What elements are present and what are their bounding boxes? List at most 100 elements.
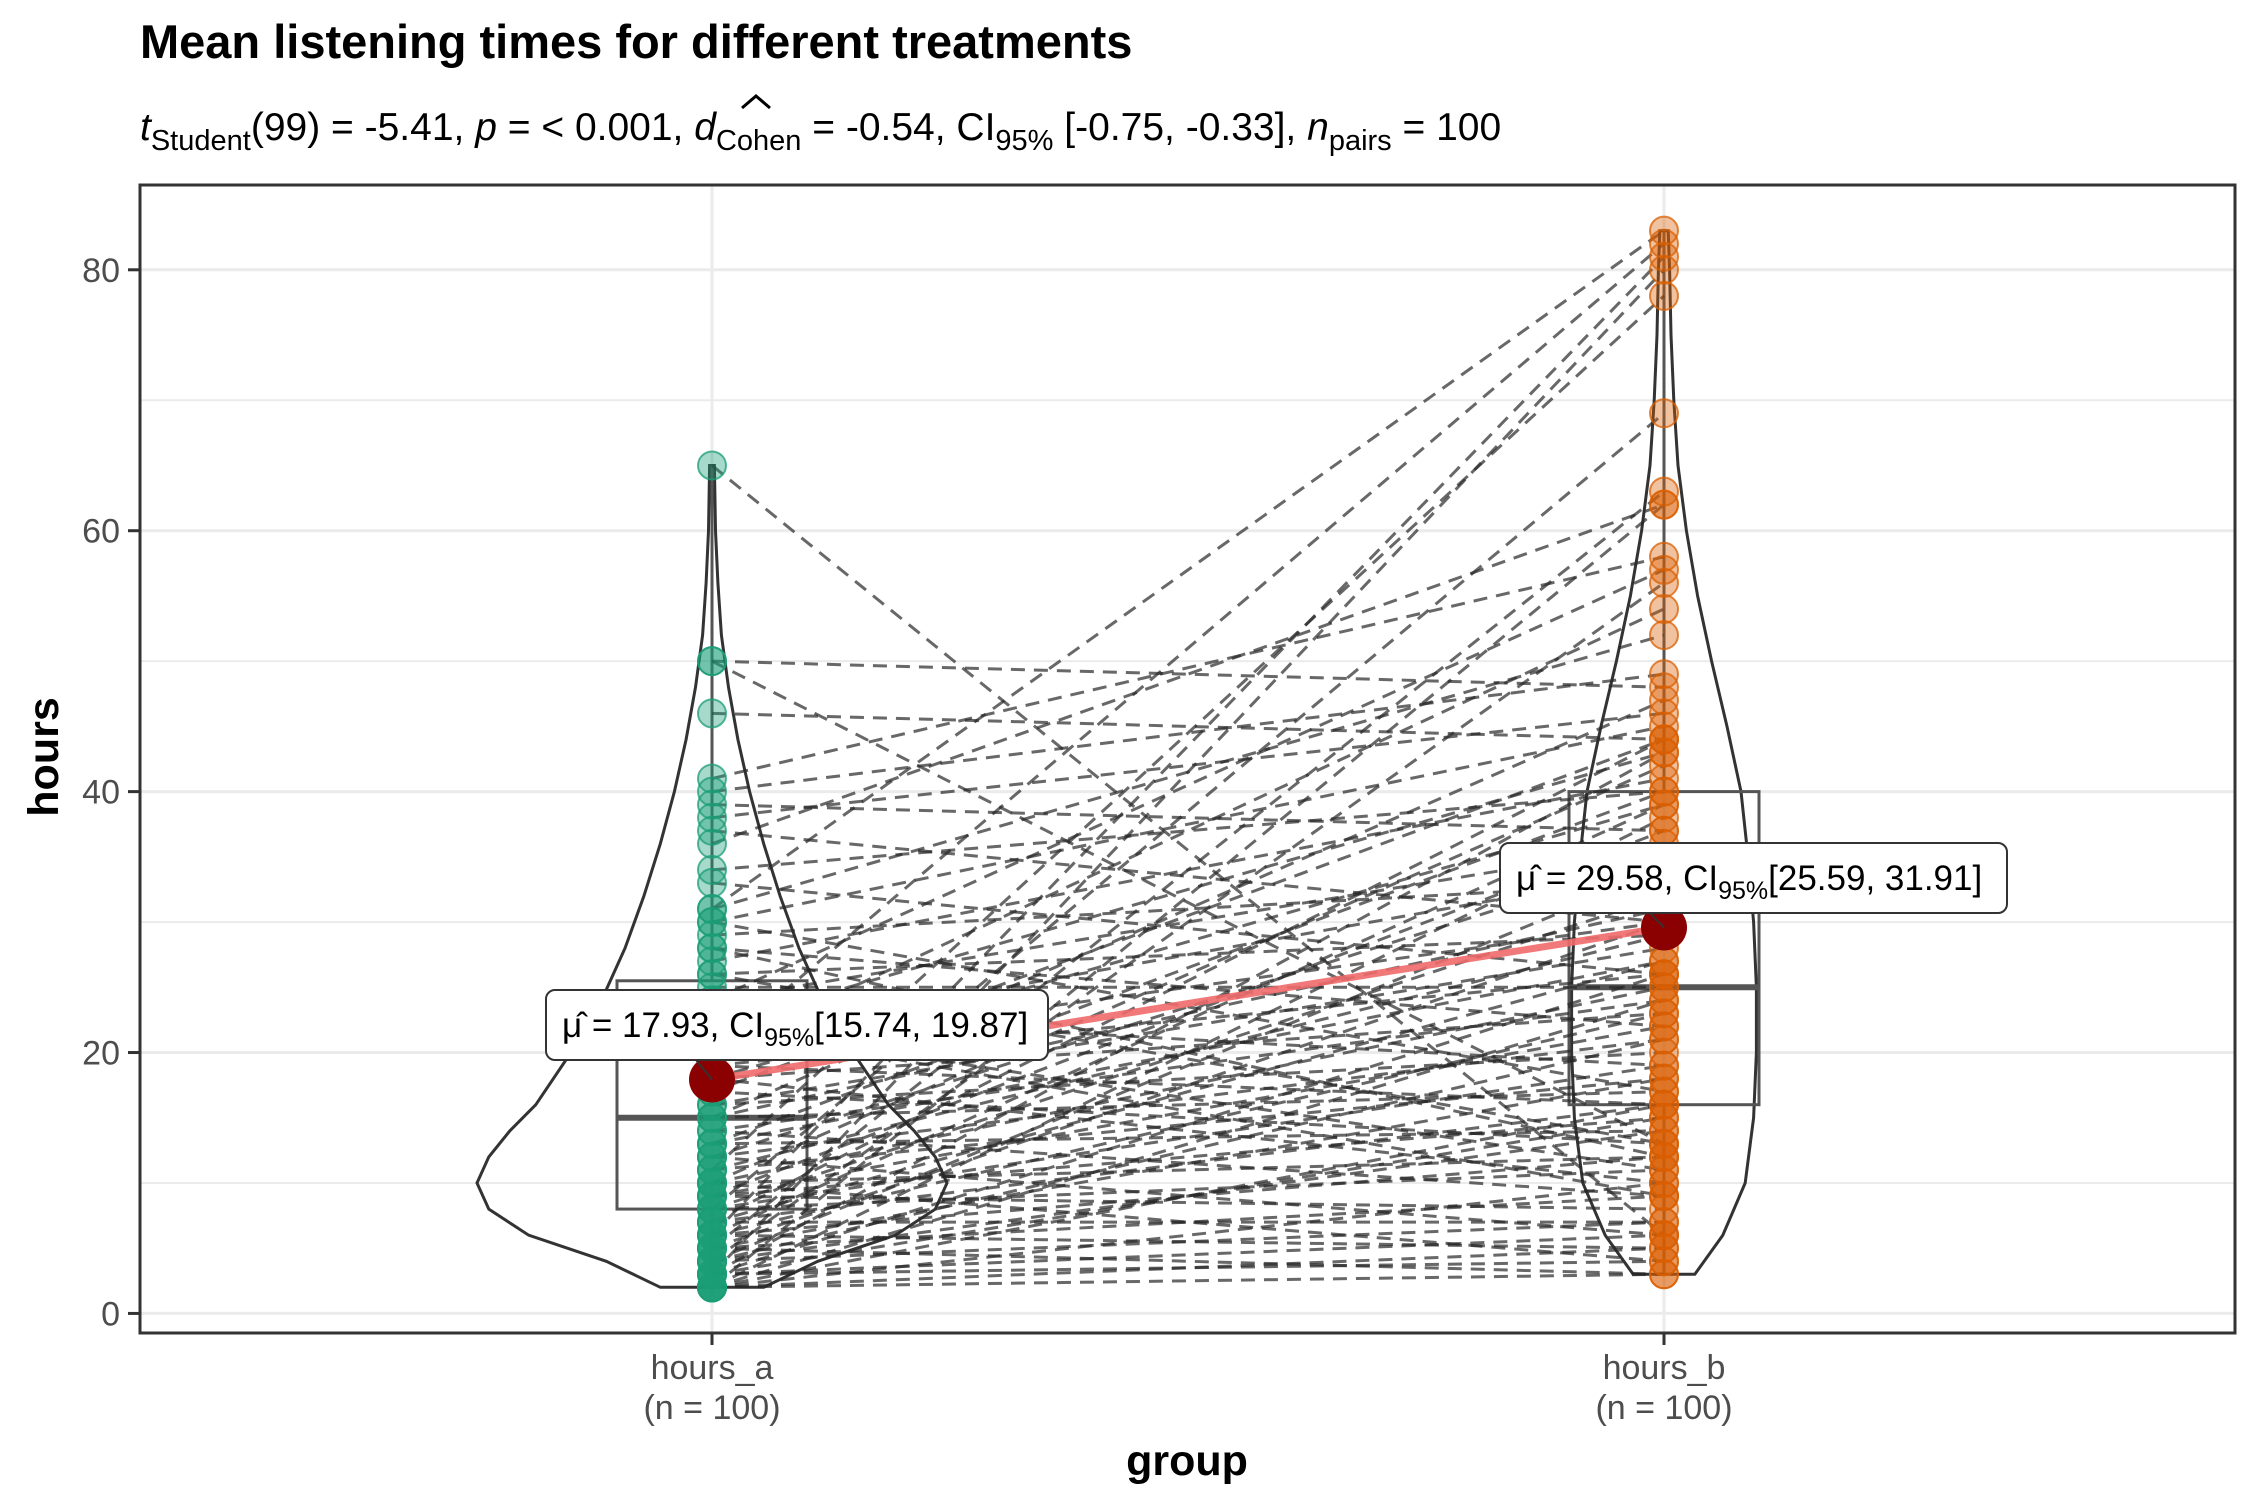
- pair-line: [711, 568, 1665, 1002]
- subtitle-ci-sub: 95%: [995, 125, 1053, 157]
- panel-border: [138, 183, 2237, 1335]
- pair-line: [711, 659, 1665, 1146]
- pair-line: [711, 972, 1665, 1276]
- subtitle-effect-sub: Cohen: [716, 125, 801, 157]
- pair-line: [711, 1220, 1665, 1263]
- subtitle-n-sub: pairs: [1329, 125, 1392, 157]
- data-point-hours_b: [1649, 1167, 1679, 1198]
- mean-label-prefix: μ̂ = 29.58, CI: [1516, 859, 1718, 898]
- pair-line: [711, 790, 1665, 1146]
- pair-line: [711, 1233, 1665, 1276]
- data-point-hours_a: [697, 1272, 727, 1303]
- data-point-hours_b: [1649, 659, 1679, 690]
- y-tick-label: 0: [101, 1295, 120, 1333]
- pair-line: [711, 724, 1665, 924]
- pair-line: [711, 711, 1665, 741]
- x-tick-label-hours_b: hours_b: [1603, 1349, 1726, 1387]
- x-tick-n-label-hours_a: (n = 100): [643, 1389, 780, 1427]
- subtitle-stat-letter: t: [140, 106, 153, 149]
- chart-subtitle: tStudent(99) = -5.41, p = < 0.001, dCohe…: [140, 106, 1501, 157]
- data-point-hours_b: [1649, 985, 1679, 1016]
- pair-line: [711, 1246, 1665, 1289]
- data-point-hours_b: [1649, 1141, 1679, 1172]
- pair-line: [710, 268, 1666, 1276]
- data-point-hours_a: [697, 646, 727, 677]
- pair-line: [711, 959, 1665, 1224]
- data-point-hours_b: [1649, 620, 1679, 651]
- subtitle-effect-letter: d: [694, 106, 717, 149]
- pair-line: [711, 738, 1665, 1224]
- pair-line: [710, 255, 1666, 1237]
- pair-line: [711, 1090, 1665, 1120]
- pair-line: [711, 920, 1665, 1250]
- mean-label-sub: 95%: [1718, 877, 1768, 905]
- y-tick-label: 60: [82, 513, 120, 551]
- data-point-hours_a: [697, 450, 727, 481]
- subtitle-effect-value: = -0.54, CI: [801, 106, 995, 149]
- data-point-hours_b: [1649, 1024, 1679, 1055]
- mean-label-suffix: [15.74, 19.87]: [814, 1006, 1028, 1045]
- pair-line: [711, 242, 1665, 1054]
- pair-line: [711, 1064, 1665, 1107]
- pair-line: [711, 1246, 1665, 1276]
- mean-label-sub: 95%: [764, 1024, 814, 1052]
- data-point-hours_a: [697, 828, 727, 859]
- pair-line: [711, 868, 1665, 1263]
- data-point-hours_b: [1649, 737, 1679, 768]
- pair-line: [711, 503, 1665, 846]
- pair-line: [711, 555, 1665, 781]
- pair-line: [711, 1168, 1665, 1211]
- x-tick-n-label-hours_b: (n = 100): [1595, 1389, 1732, 1427]
- y-tick-label: 80: [82, 252, 120, 290]
- pair-line: [711, 1259, 1665, 1276]
- data-point-hours_a: [697, 959, 727, 990]
- pair-line: [711, 803, 1665, 1237]
- pair-line: [711, 764, 1665, 1185]
- pair-line: [711, 1155, 1665, 1185]
- subtitle-p-letter: p: [474, 106, 497, 149]
- pair-line: [711, 1077, 1665, 1250]
- data-point-hours_b: [1649, 1233, 1679, 1264]
- pair-line: [711, 751, 1665, 1028]
- pair-line: [711, 1051, 1665, 1107]
- pair-line: [711, 1194, 1665, 1250]
- mean-label-box-hours_b: [1499, 842, 2008, 914]
- data-point-hours_b: [1649, 685, 1679, 716]
- pair-line: [711, 1129, 1665, 1198]
- subtitle-n-letter: n: [1307, 106, 1329, 149]
- data-point-hours_b: [1649, 802, 1679, 833]
- pair-line: [711, 229, 1665, 911]
- subtitle-p-value: = < 0.001,: [497, 106, 694, 149]
- mean-label-hours_a: μ̂ = 17.93, CI95%[15.74, 19.87]: [562, 1006, 1028, 1052]
- pair-line: [711, 607, 1665, 1054]
- data-point-hours_b: [1649, 1259, 1679, 1290]
- data-point-hours_a: [697, 698, 727, 729]
- panel-background: [140, 185, 2235, 1333]
- pair-line: [711, 581, 1665, 1263]
- pair-line: [711, 1129, 1665, 1146]
- mean-label-suffix: [25.59, 31.91]: [1768, 859, 1982, 898]
- data-point-hours_a: [697, 867, 727, 898]
- mean-label-box-hours_a: [545, 989, 1049, 1061]
- data-point-hours_b: [1649, 554, 1679, 585]
- data-point-hours_b: [1649, 1063, 1679, 1094]
- y-axis-title: hours: [20, 697, 68, 816]
- pair-line: [711, 933, 1665, 976]
- pair-line: [711, 998, 1665, 1289]
- x-tick-label-hours_a: hours_a: [651, 1349, 774, 1387]
- y-tick-label: 20: [82, 1035, 120, 1073]
- pair-line: [711, 751, 1665, 1276]
- pair-line: [711, 803, 1665, 833]
- data-point-hours_b: [1649, 593, 1679, 624]
- plot-panel: μ̂ = 17.93, CI95%[15.74, 19.87]μ̂ = 29.5…: [138, 183, 2237, 1335]
- mean-label-prefix: μ̂ = 17.93, CI: [562, 1006, 764, 1045]
- subtitle-n-value: = 100: [1392, 106, 1502, 149]
- mean-label-hours_b: μ̂ = 29.58, CI95%[25.59, 31.91]: [1516, 859, 1982, 905]
- pair-line: [711, 1103, 1665, 1289]
- pair-line: [711, 1272, 1665, 1289]
- mean-label-connector-hours_a: [695, 1059, 713, 1081]
- pair-line: [711, 490, 1665, 1250]
- subtitle-ci-value: [-0.75, -0.33],: [1053, 106, 1307, 149]
